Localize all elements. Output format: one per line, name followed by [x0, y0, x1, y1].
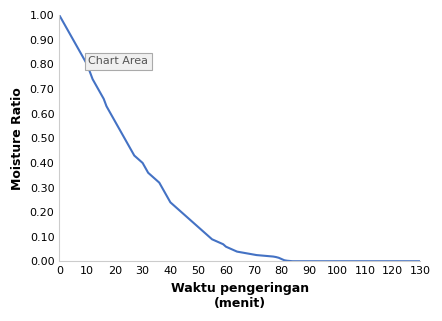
Text: Chart Area: Chart Area — [88, 56, 148, 66]
X-axis label: Waktu pengeringan
(menit): Waktu pengeringan (menit) — [171, 282, 309, 310]
Y-axis label: Moisture Ratio: Moisture Ratio — [11, 87, 24, 190]
